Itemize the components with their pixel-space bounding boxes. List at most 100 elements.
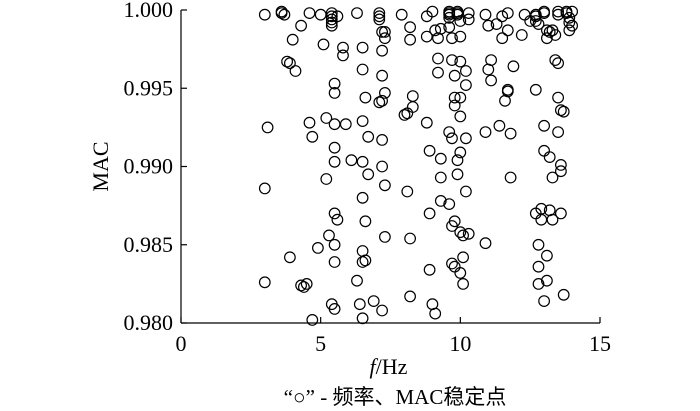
data-point: [328, 141, 341, 154]
data-point: [423, 263, 436, 276]
data-point: [504, 127, 517, 140]
data-point: [300, 278, 313, 290]
data-point: [359, 215, 372, 228]
data-point: [320, 112, 333, 124]
data-point: [351, 7, 363, 20]
data-point: [535, 213, 548, 226]
data-point: [490, 18, 503, 30]
data-point: [420, 30, 433, 43]
data-point: [286, 33, 299, 46]
data-point: [328, 303, 341, 315]
x-ticks: 0 5 10 15: [176, 317, 611, 356]
data-point: [555, 165, 567, 178]
data-point: [448, 69, 461, 82]
data-point: [462, 13, 475, 26]
data-point: [331, 213, 344, 226]
data-point: [356, 63, 369, 76]
data-point: [532, 260, 545, 273]
data-point: [457, 229, 470, 242]
data-point: [359, 254, 372, 267]
data-point: [479, 237, 492, 250]
data-point: [356, 115, 369, 127]
data-point: [429, 24, 442, 37]
x-tick-label: 5: [315, 331, 326, 356]
data-point: [275, 5, 288, 18]
data-point: [337, 49, 349, 62]
data-point: [434, 152, 447, 165]
data-point: [532, 238, 545, 251]
data-point: [337, 41, 349, 54]
data-point: [303, 7, 316, 20]
data-point: [454, 146, 467, 159]
data-point: [353, 298, 366, 311]
data-point: [501, 7, 514, 20]
data-point: [457, 251, 470, 264]
data-point: [555, 207, 567, 220]
data-point: [331, 10, 344, 23]
data-point: [379, 32, 391, 45]
data-point: [443, 126, 456, 139]
data-point: [485, 74, 498, 87]
data-point: [404, 290, 417, 303]
data-point: [379, 25, 391, 38]
data-point: [552, 5, 564, 18]
data-point: [376, 304, 389, 317]
x-tick-label: 10: [449, 331, 471, 356]
data-point: [541, 249, 553, 262]
data-point: [351, 274, 363, 287]
data-point: [420, 116, 433, 129]
data-point: [538, 295, 550, 308]
data-point: [557, 288, 570, 301]
data-point: [443, 21, 456, 34]
data-point: [325, 19, 338, 32]
data-point: [317, 38, 330, 51]
y-ticks: 0.980 0.985 0.990 0.995 1.000: [124, 0, 187, 335]
data-point: [462, 7, 475, 20]
data-point: [482, 63, 495, 76]
data-point: [379, 179, 391, 192]
data-point: [529, 83, 542, 96]
data-point: [406, 101, 419, 113]
x-tick-label: 15: [589, 331, 611, 356]
data-point: [429, 307, 442, 320]
data-point: [379, 86, 391, 99]
axes: [180, 10, 600, 324]
y-tick-label: 0.980: [124, 310, 174, 335]
data-point: [454, 226, 467, 239]
data-point: [306, 130, 319, 143]
data-point: [448, 215, 461, 228]
data-point: [398, 108, 411, 121]
data-point: [328, 155, 341, 168]
data-point: [258, 276, 271, 289]
data-point: [404, 21, 417, 34]
data-point: [423, 144, 436, 157]
data-point: [328, 207, 341, 220]
data-points: [258, 5, 578, 326]
data-point: [454, 30, 467, 43]
data-point: [356, 256, 369, 268]
data-point: [515, 29, 528, 41]
data-point: [376, 25, 389, 38]
data-point: [423, 207, 436, 220]
data-point: [496, 32, 509, 45]
data-point: [328, 86, 341, 99]
data-point: [460, 185, 472, 198]
data-point: [454, 267, 467, 279]
data-point: [373, 7, 386, 20]
data-point: [454, 55, 467, 68]
y-axis-title: MAC: [88, 141, 113, 191]
data-point: [546, 171, 559, 184]
data-point: [434, 194, 447, 207]
data-point: [479, 8, 492, 21]
data-point: [295, 279, 308, 292]
data-point: [552, 57, 564, 70]
data-point: [460, 65, 472, 77]
data-point: [566, 5, 578, 18]
data-point: [504, 171, 517, 184]
data-point: [373, 13, 386, 26]
data-point: [376, 133, 389, 146]
data-point: [460, 132, 472, 145]
data-point: [557, 105, 570, 118]
data-point: [325, 7, 338, 20]
